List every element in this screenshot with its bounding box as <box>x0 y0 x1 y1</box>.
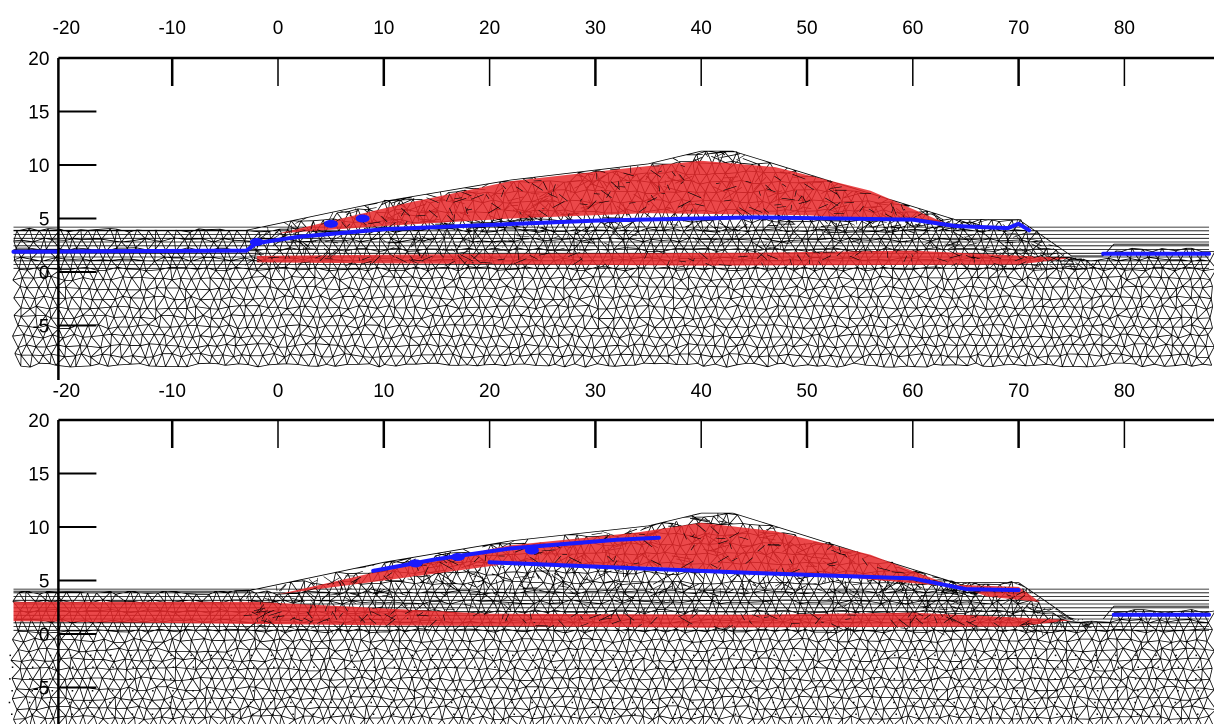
x-tick-label: 0 <box>273 381 284 402</box>
phreatic-marker <box>355 214 370 223</box>
y-tick-label: 0 <box>39 263 50 284</box>
y-tick-label: 5 <box>39 210 50 231</box>
mesh-overlay <box>243 513 1093 637</box>
phreatic-marker <box>408 559 423 568</box>
plastic-zone <box>256 250 1072 266</box>
y-tick-label: 0 <box>39 625 50 646</box>
x-tick-label: 0 <box>273 18 284 39</box>
x-tick-label: 80 <box>1114 18 1135 39</box>
y-tick-label: -5 <box>32 317 49 338</box>
x-tick-label: 30 <box>585 381 606 402</box>
x-tick-label: -20 <box>53 381 80 402</box>
y-tick-label: 15 <box>28 103 49 124</box>
phreatic-marker <box>323 219 338 228</box>
y-tick-label: 20 <box>28 49 49 70</box>
x-tick-label: -20 <box>53 18 80 39</box>
x-tick-label: -10 <box>158 18 185 39</box>
x-tick-label: 60 <box>902 381 923 402</box>
phreatic-marker <box>450 552 465 561</box>
x-tick-label: 70 <box>1008 18 1029 39</box>
x-tick-label: 70 <box>1008 381 1029 402</box>
mesh-body <box>8 512 1214 724</box>
plastic-zone <box>278 522 956 595</box>
x-tick-label: 40 <box>691 381 712 402</box>
x-tick-label: 20 <box>479 381 500 402</box>
x-tick-label: -10 <box>158 381 185 402</box>
x-tick-label: 10 <box>373 381 394 402</box>
x-tick-label: 80 <box>1114 381 1135 402</box>
plastic-zone <box>13 601 1072 628</box>
phreatic-line <box>487 560 1021 593</box>
y-tick-label: 15 <box>28 465 49 486</box>
y-tick-label: 5 <box>39 572 50 593</box>
mesh-body <box>11 150 1214 368</box>
x-tick-label: 40 <box>691 18 712 39</box>
y-tick-label: 10 <box>28 518 49 539</box>
x-tick-label: 10 <box>373 18 394 39</box>
y-tick-label: 20 <box>28 411 49 432</box>
y-tick-label: -5 <box>32 679 49 700</box>
x-tick-label: 20 <box>479 18 500 39</box>
x-tick-label: 60 <box>902 18 923 39</box>
x-tick-label: 50 <box>796 381 817 402</box>
phreatic-marker <box>524 546 539 555</box>
x-tick-label: 50 <box>796 18 817 39</box>
x-tick-label: 30 <box>585 18 606 39</box>
y-tick-label: 10 <box>28 156 49 177</box>
phreatic-marker <box>249 238 264 247</box>
node-dots <box>8 654 1200 716</box>
